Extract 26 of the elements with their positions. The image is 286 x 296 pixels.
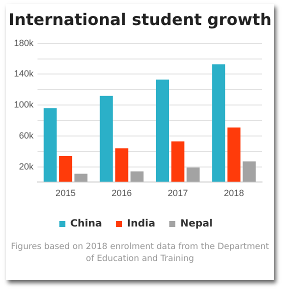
x-tick-label: 2017 — [168, 188, 188, 198]
x-tick-label: 2016 — [112, 188, 132, 198]
legend-label: India — [127, 218, 156, 230]
bar — [74, 174, 88, 182]
bar — [171, 141, 184, 182]
y-tick-label: 60k — [19, 130, 34, 140]
bar — [44, 108, 57, 182]
legend-label: Nepal — [180, 218, 213, 230]
bar — [242, 161, 256, 182]
bar — [156, 80, 169, 182]
y-tick-label: 20k — [19, 161, 34, 172]
bar — [227, 127, 240, 182]
y-tick-label: 180k — [14, 38, 34, 48]
bar — [212, 64, 226, 182]
text: Figures based on 2018 enrolment data from the Department of Education and Training — [10, 241, 270, 265]
chart-title: International student growth — [8, 10, 272, 29]
legend-label: China — [70, 218, 102, 230]
x-tick-label: 2015 — [56, 188, 76, 198]
bar — [100, 96, 113, 182]
bar — [59, 156, 72, 182]
x-tick-label: 2018 — [224, 188, 244, 198]
bar — [130, 171, 144, 182]
y-tick-label: 140k — [14, 68, 34, 79]
bar — [186, 168, 200, 182]
bar — [115, 148, 128, 182]
y-tick-label: 100k — [14, 100, 34, 110]
